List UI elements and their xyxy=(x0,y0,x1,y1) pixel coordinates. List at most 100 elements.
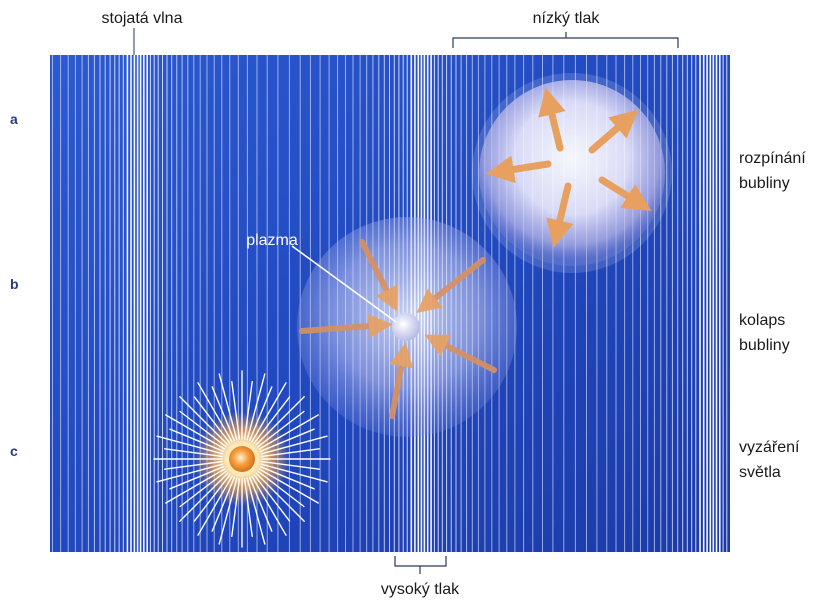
high-pressure-bracket xyxy=(394,556,447,574)
wave-stripe xyxy=(176,55,178,552)
wave-stripe xyxy=(695,55,697,552)
collapse-arrow xyxy=(359,239,398,312)
light-ray xyxy=(248,476,273,532)
emission-core xyxy=(229,446,255,472)
light-ray xyxy=(179,410,227,448)
collapse-arrow xyxy=(299,314,393,339)
wave-stripe xyxy=(74,55,76,552)
light-ray xyxy=(248,386,273,442)
light-ray xyxy=(197,382,233,443)
light-ray xyxy=(257,470,305,508)
wave-stripe xyxy=(104,55,106,552)
standing-wave-label: stojatá vlna xyxy=(102,10,183,27)
light-ray xyxy=(156,463,224,483)
wave-stripe xyxy=(149,55,151,552)
light-ray xyxy=(193,474,231,522)
wave-stripe xyxy=(719,55,721,552)
light-ray xyxy=(231,381,241,440)
wave-stripe xyxy=(146,55,148,552)
light-ray xyxy=(258,414,319,450)
wave-stripe xyxy=(722,55,724,552)
wave-stripe xyxy=(666,55,668,552)
wave-stripe xyxy=(552,55,554,552)
wave-stripe xyxy=(193,55,195,552)
wave-stripe xyxy=(563,55,565,552)
wave-stripe xyxy=(60,55,62,552)
light-ray xyxy=(260,435,328,455)
wave-stripe xyxy=(93,55,95,552)
light-ray xyxy=(255,396,305,446)
wave-stripe xyxy=(199,55,201,552)
wave-stripe xyxy=(206,55,208,552)
light-emission xyxy=(153,370,331,548)
wave-stripe xyxy=(118,55,120,552)
wave-stripe xyxy=(99,55,101,552)
plasma-core xyxy=(392,313,420,341)
bubble-collapsing xyxy=(297,217,517,437)
light-ray xyxy=(246,477,266,545)
wave-stripe xyxy=(114,55,116,552)
wave-stripe xyxy=(67,55,69,552)
low-pressure-bracket xyxy=(452,32,679,48)
wave-stripe xyxy=(139,55,142,552)
wave-stripe xyxy=(122,55,124,552)
light-ray xyxy=(218,373,238,441)
bubble-expanding xyxy=(472,73,672,273)
wave-stripe xyxy=(213,55,215,552)
wave-stripe xyxy=(143,55,145,552)
light-ray xyxy=(261,448,320,458)
light-ray xyxy=(211,386,236,442)
wave-stripe xyxy=(615,55,617,552)
wave-stripe xyxy=(246,55,248,552)
wave-stripe xyxy=(52,55,53,552)
wave-stripe xyxy=(288,55,290,552)
wave-stripe xyxy=(542,55,543,552)
wave-stripe xyxy=(596,55,598,552)
light-ray xyxy=(169,466,225,490)
light-ray xyxy=(193,396,231,444)
wave-stripe xyxy=(709,55,712,552)
light-ray xyxy=(169,428,225,452)
expansion-arrow xyxy=(546,182,574,248)
light-ray xyxy=(251,382,287,443)
light-ray xyxy=(163,460,223,470)
wave-stripe xyxy=(277,55,279,552)
wave-stripe xyxy=(647,55,649,552)
wave-stripe xyxy=(712,55,715,552)
wave-stripe xyxy=(130,55,132,552)
light-ray xyxy=(246,373,266,441)
wave-stripe xyxy=(136,55,139,552)
row-b-caption-line1: kolaps xyxy=(739,312,785,329)
light-ray xyxy=(218,477,238,545)
light-ray xyxy=(179,472,229,522)
light-ray xyxy=(260,463,328,483)
light-ray xyxy=(259,428,315,452)
wave-stripe xyxy=(153,55,155,552)
light-ray xyxy=(179,396,229,446)
wave-stripe xyxy=(237,55,239,552)
wave-stripe xyxy=(256,55,258,552)
plasma-label: plazma xyxy=(246,232,298,249)
row-b-caption-line2: bubliny xyxy=(739,337,790,354)
light-ray xyxy=(253,474,291,522)
collapse-arrow xyxy=(424,334,497,373)
wave-stripe xyxy=(632,55,634,552)
wave-stripe xyxy=(682,55,684,552)
wave-stripe xyxy=(133,55,136,552)
wave-stripe xyxy=(126,55,129,552)
plasma-pointer xyxy=(291,245,397,323)
wave-stripe xyxy=(686,55,688,552)
wave-stripe xyxy=(699,55,701,552)
wave-stripe xyxy=(166,55,168,552)
light-ray xyxy=(251,475,287,536)
wave-stripe xyxy=(715,55,718,552)
wave-stripe xyxy=(266,55,268,552)
light-ray xyxy=(258,468,319,504)
row-a-caption-line2: bubliny xyxy=(739,175,790,192)
light-ray xyxy=(257,410,305,448)
wave-stripe xyxy=(187,55,189,552)
row-letter-b: b xyxy=(10,276,19,292)
expansion-arrow xyxy=(588,109,639,154)
expansion-arrow xyxy=(598,176,652,211)
light-ray xyxy=(156,435,224,455)
